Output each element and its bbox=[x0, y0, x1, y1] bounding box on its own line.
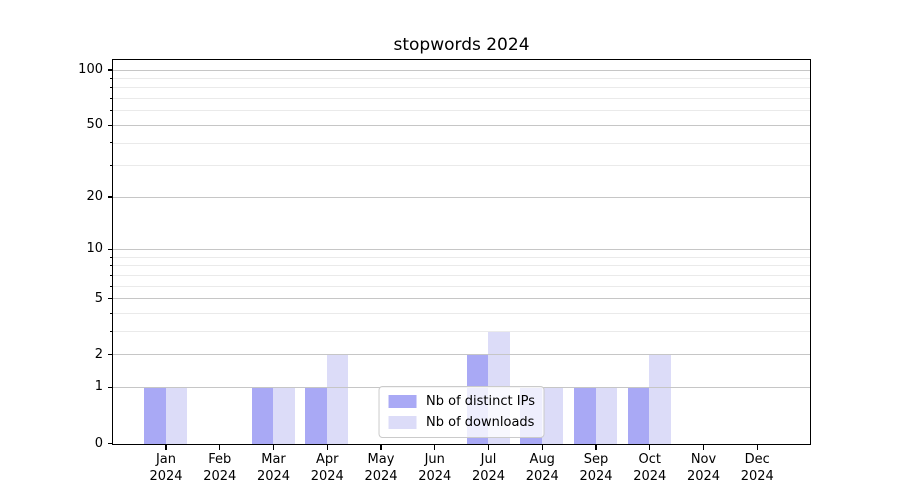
legend-label-distinct-ips: Nb of distinct IPs bbox=[426, 394, 535, 409]
y-minor-tick-mark bbox=[110, 256, 113, 258]
gridline-minor bbox=[113, 165, 810, 167]
y-tick-label: 20 bbox=[86, 189, 103, 205]
gridline-major bbox=[113, 298, 810, 300]
x-tick-label-oct: Oct 2024 bbox=[633, 452, 667, 484]
bar-distinct-ips-oct bbox=[627, 387, 650, 444]
x-tick-mark bbox=[487, 445, 490, 450]
gridline-minor bbox=[113, 256, 810, 258]
x-tick-label-mar: Mar 2024 bbox=[256, 452, 291, 484]
x-tick-mark bbox=[702, 445, 705, 450]
y-tick-label: 100 bbox=[78, 62, 103, 77]
bar-downloads-jan bbox=[165, 387, 188, 444]
gridline-major bbox=[113, 249, 810, 251]
gridline-minor bbox=[113, 87, 810, 89]
y-tick-mark bbox=[107, 442, 113, 445]
x-tick-label-sep: Sep 2024 bbox=[579, 452, 613, 484]
gridline-minor bbox=[113, 285, 810, 287]
x-tick-mark bbox=[434, 445, 436, 450]
y-tick-mark bbox=[107, 386, 113, 389]
gridline-minor bbox=[113, 98, 810, 100]
bar-distinct-ips-sep bbox=[574, 387, 596, 444]
y-tick-mark bbox=[107, 124, 113, 126]
legend-swatch-distinct-ips bbox=[388, 395, 417, 408]
y-tick-label: 2 bbox=[94, 346, 103, 362]
gridline-minor bbox=[113, 265, 810, 267]
x-tick-label-jun: Jun 2024 bbox=[418, 452, 452, 484]
y-tick-mark bbox=[107, 248, 113, 251]
gridline-minor bbox=[113, 110, 810, 112]
y-minor-tick-mark bbox=[110, 77, 113, 79]
x-tick-mark bbox=[756, 445, 758, 450]
x-tick-label-feb: Feb 2024 bbox=[203, 452, 237, 484]
bar-downloads-aug bbox=[541, 387, 564, 444]
bar-downloads-mar bbox=[273, 387, 295, 444]
y-minor-tick-mark bbox=[110, 312, 113, 314]
x-tick-mark bbox=[272, 445, 275, 450]
gridline-major bbox=[113, 69, 810, 71]
y-minor-tick-mark bbox=[110, 165, 113, 167]
y-tick-label: 5 bbox=[94, 290, 103, 306]
y-minor-tick-mark bbox=[110, 87, 113, 89]
x-tick-mark bbox=[541, 445, 543, 450]
legend-swatch-downloads bbox=[388, 416, 417, 429]
legend: Nb of distinct IPs Nb of downloads bbox=[378, 386, 545, 438]
x-tick-label-may: May 2024 bbox=[364, 452, 398, 484]
y-minor-tick-mark bbox=[110, 274, 113, 276]
bar-distinct-ips-mar bbox=[251, 387, 274, 444]
gridline-major bbox=[113, 196, 810, 198]
bar-downloads-oct bbox=[649, 355, 671, 444]
gridline-major bbox=[113, 124, 810, 126]
gridline-minor bbox=[113, 274, 810, 276]
y-tick-label: 50 bbox=[86, 117, 103, 133]
y-tick-mark bbox=[107, 297, 113, 300]
x-tick-label-dec: Dec 2024 bbox=[740, 452, 774, 484]
chart-title: stopwords 2024 bbox=[393, 35, 530, 55]
gridline-minor bbox=[113, 330, 810, 332]
y-minor-tick-mark bbox=[110, 265, 113, 267]
bar-downloads-sep bbox=[595, 387, 618, 444]
y-tick-mark bbox=[107, 354, 113, 356]
x-tick-label-jan: Jan 2024 bbox=[149, 452, 183, 484]
y-tick-mark bbox=[107, 69, 113, 71]
y-tick-label: 1 bbox=[94, 379, 103, 395]
x-tick-label-aug: Aug 2024 bbox=[525, 452, 559, 484]
y-tick-label: 0 bbox=[94, 435, 103, 451]
gridline-minor bbox=[113, 142, 810, 144]
y-minor-tick-mark bbox=[110, 285, 113, 287]
gridline-minor bbox=[113, 78, 810, 80]
legend-label-downloads: Nb of downloads bbox=[426, 415, 535, 430]
grid-layer bbox=[113, 60, 810, 444]
y-minor-tick-mark bbox=[110, 110, 113, 112]
legend-item-downloads: Nb of downloads bbox=[388, 415, 535, 430]
bar-distinct-ips-apr bbox=[305, 387, 327, 444]
x-tick-mark bbox=[649, 445, 651, 450]
x-tick-label-nov: Nov 2024 bbox=[686, 452, 721, 484]
plot-area: Nb of distinct IPs Nb of downloads bbox=[112, 59, 811, 445]
y-minor-tick-mark bbox=[110, 98, 113, 100]
y-minor-tick-mark bbox=[110, 330, 113, 332]
y-tick-mark bbox=[107, 196, 113, 198]
x-tick-label-apr: Apr 2024 bbox=[310, 452, 344, 484]
x-tick-label-jul: Jul 2024 bbox=[471, 452, 506, 484]
x-tick-mark bbox=[219, 445, 221, 450]
x-tick-mark bbox=[595, 445, 597, 450]
gridline-major bbox=[113, 354, 810, 356]
x-tick-mark bbox=[326, 445, 328, 450]
x-tick-mark bbox=[380, 445, 382, 450]
legend-item-distinct-ips: Nb of distinct IPs bbox=[388, 394, 535, 409]
x-tick-mark bbox=[165, 445, 167, 450]
bar-distinct-ips-jan bbox=[144, 387, 166, 444]
gridline-minor bbox=[113, 312, 810, 314]
y-tick-label: 10 bbox=[86, 241, 103, 257]
y-minor-tick-mark bbox=[110, 142, 113, 144]
bar-downloads-apr bbox=[326, 355, 349, 444]
